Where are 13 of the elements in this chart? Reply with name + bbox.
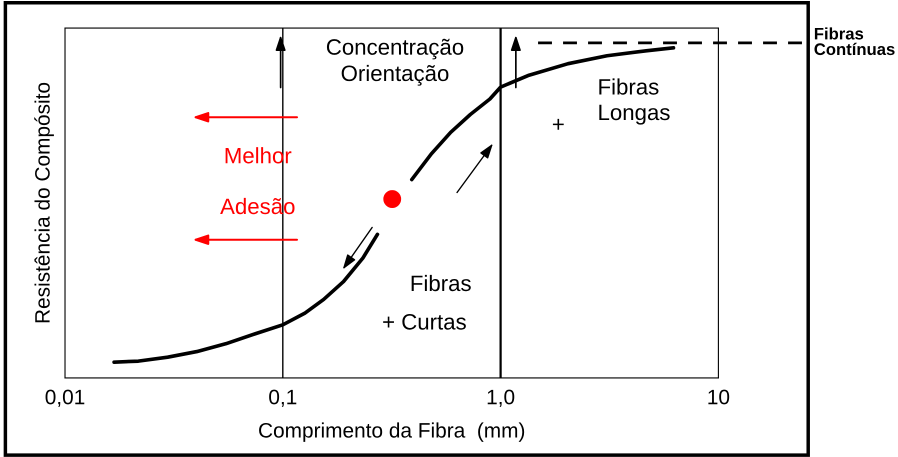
annotation: +: [552, 118, 564, 130]
x-tick-label: 0,1: [269, 390, 296, 407]
annotation: Orientação: [342, 64, 448, 86]
x-axis-title: Comprimento da Fibra (mm): [259, 422, 524, 442]
annotation: Fibras Longas: [599, 78, 670, 125]
x-tick-label: 1,0: [488, 390, 514, 407]
x-tick-label: 10: [708, 390, 730, 404]
x-tick-label: 0,01: [46, 390, 84, 407]
annotation: Fibras: [412, 274, 471, 292]
y-axis-title: Resistência do Compósito: [34, 82, 54, 322]
annotation: Concentração: [326, 38, 464, 60]
ref-line-label: Fibras Contínuas: [814, 27, 895, 56]
annotation: + Curtas: [383, 314, 466, 330]
